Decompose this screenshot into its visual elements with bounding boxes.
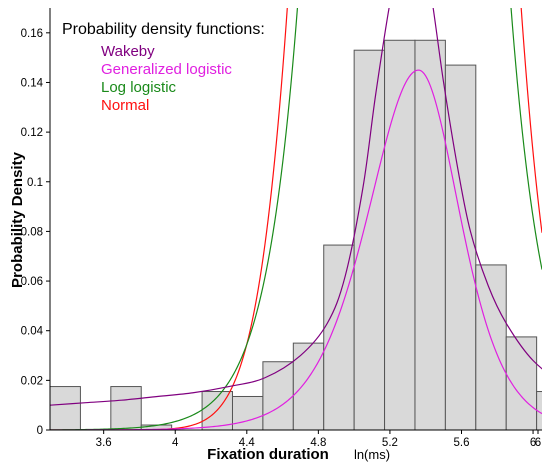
curve-log-logistic [50, 8, 542, 430]
histogram-bar [384, 39, 416, 430]
histogram-bar [231, 395, 264, 430]
y-tick-label: 0.02 [21, 375, 43, 387]
y-axis-title: Probability Density [9, 151, 26, 288]
x-ticks: 3.644.44.85.25.666.46 [96, 430, 541, 449]
axes [49, 8, 542, 431]
y-tick-label: 0.1 [27, 177, 43, 189]
x-tick-label: 3.6 [96, 437, 112, 449]
y-tick-label: 0.04 [21, 326, 44, 338]
x-axis-title: Fixation duration [207, 446, 329, 463]
histogram-bar [50, 386, 81, 430]
y-tick-label: 0.16 [21, 28, 43, 40]
histogram-bar [353, 49, 386, 430]
x-tick-label: 5.6 [453, 437, 469, 449]
histogram-bar [475, 264, 507, 430]
histogram-bar [536, 391, 542, 430]
x-tick-label: 6 [535, 437, 541, 449]
x-tick-label: 4 [172, 437, 179, 449]
y-tick-label: 0.08 [21, 226, 43, 238]
histogram-bar [323, 244, 355, 430]
histogram-bar [110, 386, 142, 430]
x-tick-label: 4.8 [310, 437, 326, 449]
x-tick-label: 5.2 [382, 437, 398, 449]
x-axis-unit: ln(ms) [354, 447, 390, 462]
y-tick-label: 0.06 [21, 276, 43, 288]
histogram-bars [50, 39, 542, 430]
histogram-bar [414, 39, 446, 430]
legend-entry-generalized-logistic: Generalized logistic [101, 61, 232, 78]
curve-wakeby [50, 8, 542, 406]
legend-title: Probability density functions: [62, 21, 265, 38]
histogram-bar [292, 342, 325, 430]
histogram-bar [505, 336, 538, 430]
y-tick-label: 0.14 [21, 77, 44, 89]
histogram-bar [444, 64, 477, 430]
legend-entry-wakeby: Wakeby [101, 43, 155, 60]
legend: Probability density functions: Wakeby Ge… [62, 21, 265, 114]
histogram-bar [262, 361, 294, 430]
y-ticks: 0 0.02 0.04 0.06 0.08 0.1 0.12 0.14 0.16 [21, 28, 50, 437]
y-tick-label: 0.12 [21, 127, 43, 139]
legend-entry-log-logistic: Log logistic [101, 79, 177, 96]
x-tick-label: 6 [530, 437, 536, 449]
legend-entry-normal: Normal [101, 97, 149, 114]
y-tick-label: 0 [37, 425, 43, 437]
x-tick-label: 4.4 [239, 437, 256, 449]
